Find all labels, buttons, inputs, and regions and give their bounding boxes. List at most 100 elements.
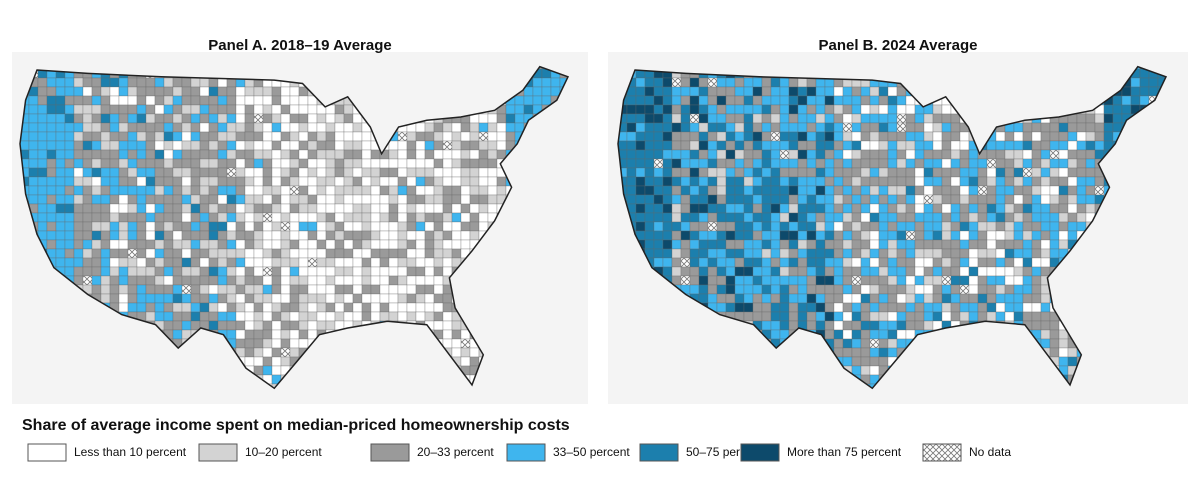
county (1004, 167, 1015, 178)
county (226, 302, 237, 313)
county (433, 293, 444, 304)
county (842, 203, 853, 214)
county (208, 194, 219, 205)
county (1040, 131, 1051, 142)
county (460, 167, 471, 178)
county (860, 95, 871, 106)
county (442, 203, 453, 214)
county (217, 320, 228, 331)
county (1013, 131, 1024, 142)
county (1049, 248, 1060, 259)
county (253, 257, 264, 268)
county (923, 131, 934, 142)
county (73, 113, 84, 124)
county (662, 221, 673, 232)
county (91, 131, 102, 142)
county (635, 149, 646, 160)
county (743, 239, 754, 250)
county (860, 86, 871, 97)
county (788, 275, 799, 286)
county (779, 302, 790, 313)
county (226, 239, 237, 250)
county (1067, 212, 1078, 223)
county (1004, 149, 1015, 160)
county (199, 122, 210, 133)
county (352, 248, 363, 259)
county (244, 203, 255, 214)
county (968, 167, 979, 178)
county (842, 320, 853, 331)
county (217, 95, 228, 106)
county (91, 149, 102, 160)
county (316, 167, 327, 178)
county (950, 221, 961, 232)
county (815, 284, 826, 295)
county (127, 230, 138, 241)
county (163, 140, 174, 151)
county (1022, 149, 1033, 160)
county (343, 230, 354, 241)
county (370, 266, 381, 277)
county (190, 185, 201, 196)
county (478, 221, 489, 232)
county (986, 167, 997, 178)
county (653, 248, 664, 259)
county (199, 239, 210, 250)
county (941, 221, 952, 232)
county (325, 176, 336, 187)
county (424, 302, 435, 313)
county (244, 248, 255, 259)
county (127, 77, 138, 88)
county (869, 158, 880, 169)
county (280, 239, 291, 250)
county (406, 158, 417, 169)
county (289, 248, 300, 259)
county (415, 284, 426, 295)
county (860, 140, 871, 151)
county (743, 248, 754, 259)
county (932, 113, 943, 124)
county (253, 194, 264, 205)
county (325, 149, 336, 160)
county (118, 266, 129, 277)
county (896, 221, 907, 232)
county (770, 176, 781, 187)
county (82, 158, 93, 169)
county (734, 104, 745, 115)
county (424, 266, 435, 277)
county (824, 329, 835, 340)
county (941, 284, 952, 295)
county (1013, 176, 1024, 187)
county (860, 275, 871, 286)
county (136, 149, 147, 160)
county (334, 194, 345, 205)
county (487, 140, 498, 151)
county (851, 149, 862, 160)
county (145, 122, 156, 133)
county (199, 194, 210, 205)
county (73, 86, 84, 97)
county (64, 131, 75, 142)
county (1076, 203, 1087, 214)
county (388, 275, 399, 286)
county (824, 248, 835, 259)
county (698, 122, 709, 133)
county (244, 320, 255, 331)
county (199, 221, 210, 232)
county (262, 275, 273, 286)
county (325, 158, 336, 169)
county (716, 221, 727, 232)
county (37, 158, 48, 169)
county (1013, 158, 1024, 169)
county (770, 248, 781, 259)
county (343, 284, 354, 295)
county (523, 104, 534, 115)
county (1022, 131, 1033, 142)
county (136, 275, 147, 286)
county (1013, 293, 1024, 304)
county (905, 149, 916, 160)
county (253, 158, 264, 169)
county (433, 194, 444, 205)
county (914, 239, 925, 250)
county (37, 194, 48, 205)
